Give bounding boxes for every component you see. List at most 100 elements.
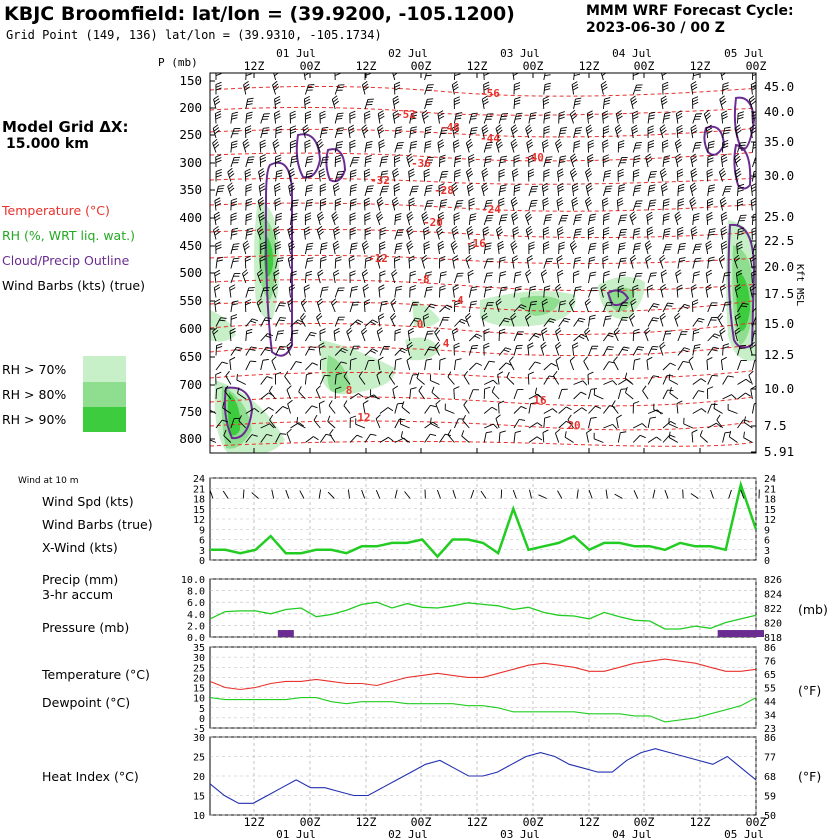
wind-barb-flag bbox=[292, 202, 299, 204]
wind-barb-flag bbox=[238, 415, 242, 421]
wind-barb-flag bbox=[410, 114, 417, 117]
wind-barb-staff bbox=[245, 346, 252, 356]
wind-barb-staff bbox=[304, 272, 307, 284]
wind-barb-flag bbox=[364, 168, 370, 172]
wind-barb-flag bbox=[648, 114, 655, 117]
wind-barb-staff bbox=[555, 360, 560, 371]
pressure-line bbox=[209, 601, 757, 630]
wind-barb-staff bbox=[364, 360, 369, 371]
wind-barb-flag bbox=[500, 216, 507, 219]
wind-barb-staff bbox=[631, 128, 634, 139]
wind-barb-flag bbox=[334, 231, 340, 236]
wind-barb-flag bbox=[714, 333, 721, 337]
wind-barb-flag bbox=[290, 273, 297, 277]
wind-barb-flag bbox=[513, 154, 520, 158]
wind-barb-flag bbox=[408, 200, 415, 204]
wind-barb-flag bbox=[720, 98, 726, 103]
wind-barb-flag bbox=[378, 202, 384, 207]
wind-barb-flag bbox=[520, 405, 527, 410]
wind-barb-flag bbox=[646, 156, 652, 161]
wind-barb-staff bbox=[511, 258, 515, 269]
wind-barb-flag bbox=[232, 260, 239, 262]
wind-barb-flag bbox=[558, 113, 565, 117]
pressure-tick: 824 bbox=[764, 590, 782, 601]
wind-barb-flag bbox=[660, 284, 666, 289]
wind-barb-staff bbox=[600, 84, 604, 95]
wind-barb-flag bbox=[646, 214, 653, 219]
pressure-tick-label: 800 bbox=[179, 431, 202, 446]
wind-barb-flag bbox=[604, 172, 611, 175]
wind-barb-flag bbox=[246, 111, 253, 114]
wind-barb-flag bbox=[484, 161, 491, 164]
wind-barb-flag bbox=[573, 270, 580, 274]
wind-barb-flag bbox=[497, 371, 504, 375]
wind-barb-staff bbox=[498, 347, 506, 356]
wind-barb-flag bbox=[575, 97, 582, 100]
wind-barb-staff bbox=[286, 346, 291, 356]
wind-barb-staff bbox=[720, 229, 724, 240]
wind-barb-flag bbox=[364, 299, 370, 303]
wind-barb-staff bbox=[677, 361, 684, 371]
wind-barb-flag bbox=[394, 255, 401, 259]
wind-barb-staff bbox=[528, 403, 532, 414]
wind-barb-flag bbox=[650, 272, 657, 274]
wind-barb-flag bbox=[693, 147, 701, 149]
wind-barb-staff bbox=[571, 84, 575, 95]
wind-barb-flag bbox=[231, 143, 238, 146]
wind-barb-flag bbox=[397, 402, 404, 405]
wind-barb-flag bbox=[633, 169, 640, 172]
wind-barb-flag bbox=[569, 356, 576, 361]
wind-right-tick: 9 bbox=[764, 525, 770, 536]
wind-barb-staff bbox=[331, 99, 336, 110]
wind-barb-staff bbox=[379, 157, 383, 168]
wind-barb-flag bbox=[560, 300, 567, 303]
wind-barb-flag bbox=[511, 211, 517, 216]
pressure-tick-label: 150 bbox=[179, 73, 202, 88]
wind-barb-flag bbox=[649, 187, 656, 190]
wind-barb-flag bbox=[310, 331, 317, 334]
wind-barb-flag bbox=[721, 217, 728, 222]
wind-barb-flag bbox=[527, 231, 533, 236]
wind-barb-flag bbox=[350, 186, 357, 190]
wind-barb-flag bbox=[693, 212, 700, 216]
wind-barb-flag bbox=[701, 408, 707, 413]
wind-barb-staff bbox=[346, 331, 351, 342]
wind-barb-flag bbox=[620, 231, 627, 234]
wind-barb-staff bbox=[376, 215, 381, 226]
wind-barb-flag bbox=[274, 228, 280, 233]
wind-barb-flag bbox=[618, 142, 625, 146]
wind-barb-flag bbox=[423, 241, 430, 245]
wind-barb-flag bbox=[647, 131, 654, 135]
wind-barb-staff bbox=[675, 157, 679, 168]
wind-barb-flag bbox=[660, 167, 666, 173]
wind-barb-staff bbox=[423, 229, 426, 240]
wind-barb-flag bbox=[632, 116, 639, 120]
wind-barb-staff bbox=[462, 420, 470, 429]
pressure-tick-label: 650 bbox=[179, 349, 202, 364]
wind-barb-staff bbox=[363, 301, 366, 313]
wind-barb-flag bbox=[751, 270, 756, 274]
wind-barb-flag bbox=[468, 154, 475, 158]
wind-barb-staff bbox=[676, 403, 679, 414]
wind-barb-flag bbox=[545, 159, 552, 161]
wind-barb-staff bbox=[483, 273, 488, 284]
wind-barb-flag bbox=[313, 414, 318, 421]
heat-f-tick: 77 bbox=[764, 753, 776, 764]
wind-barb-staff bbox=[424, 84, 429, 95]
wind-barb-flag bbox=[633, 233, 640, 236]
wind-barb-flag bbox=[435, 344, 441, 350]
wind-barb-staff bbox=[716, 419, 723, 429]
wind-barb-flag bbox=[233, 257, 240, 260]
wind-barb-flag bbox=[662, 84, 669, 88]
wind-barb-staff bbox=[451, 229, 455, 240]
wind-barb-flag bbox=[336, 143, 343, 146]
wind-barb-staff bbox=[573, 215, 577, 226]
wind-barb-staff bbox=[230, 244, 234, 255]
wind-barb-flag bbox=[754, 402, 756, 405]
wind-barb-flag bbox=[362, 243, 369, 248]
wind-barb-flag bbox=[737, 230, 744, 233]
wind-barb-staff bbox=[349, 393, 359, 400]
wind-barb-staff bbox=[409, 374, 414, 385]
wind-barb-flag bbox=[748, 370, 754, 376]
wind-barb-flag bbox=[320, 186, 327, 190]
